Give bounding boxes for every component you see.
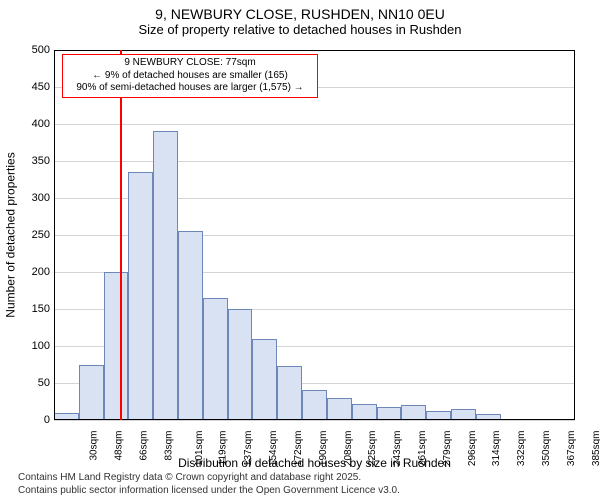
- histogram-bar: [352, 404, 377, 420]
- y-tick-label: 250: [22, 229, 50, 241]
- title-line-2: Size of property relative to detached ho…: [0, 22, 600, 37]
- y-tick-label: 0: [22, 414, 50, 426]
- histogram-bar: [203, 298, 228, 420]
- y-axis-label-text: Number of detached properties: [4, 152, 18, 317]
- grid-line: [54, 420, 575, 421]
- grid-line: [54, 124, 575, 125]
- plot-area: [54, 50, 575, 420]
- callout-line-2: ← 9% of detached houses are smaller (165…: [69, 70, 311, 83]
- histogram-bar: [79, 365, 104, 421]
- histogram-bar: [426, 411, 451, 420]
- histogram-bar: [128, 172, 153, 420]
- footer-line-1: Contains HM Land Registry data © Crown c…: [18, 472, 400, 485]
- y-tick-label: 450: [22, 81, 50, 93]
- y-tick-label: 300: [22, 192, 50, 204]
- histogram-bar: [476, 414, 501, 420]
- footer-line-2: Contains public sector information licen…: [18, 485, 400, 498]
- y-tick-label: 500: [22, 44, 50, 56]
- grid-line: [54, 50, 575, 51]
- callout-line-1: 9 NEWBURY CLOSE: 77sqm: [69, 57, 311, 70]
- histogram-bar: [302, 390, 327, 420]
- histogram-bar: [178, 231, 203, 420]
- histogram-bar: [451, 409, 476, 420]
- y-tick-label: 350: [22, 155, 50, 167]
- histogram-bar: [153, 131, 178, 420]
- y-tick-label: 400: [22, 118, 50, 130]
- chart-title-block: 9, NEWBURY CLOSE, RUSHDEN, NN10 0EU Size…: [0, 0, 600, 37]
- footer-attribution: Contains HM Land Registry data © Crown c…: [18, 472, 400, 497]
- chart-container: 9, NEWBURY CLOSE, RUSHDEN, NN10 0EU Size…: [0, 0, 600, 500]
- x-tick-label: 385sqm: [591, 431, 600, 467]
- callout-line-3: 90% of semi-detached houses are larger (…: [69, 82, 311, 95]
- title-line-1: 9, NEWBURY CLOSE, RUSHDEN, NN10 0EU: [0, 6, 600, 22]
- y-tick-label: 100: [22, 340, 50, 352]
- histogram-bar: [54, 413, 79, 420]
- histogram-bar: [327, 398, 352, 420]
- y-tick-label: 150: [22, 303, 50, 315]
- y-tick-label: 50: [22, 377, 50, 389]
- histogram-bar: [277, 366, 302, 420]
- y-tick-label: 200: [22, 266, 50, 278]
- histogram-bar: [104, 272, 129, 420]
- y-axis-label: Number of detached properties: [4, 50, 18, 420]
- histogram-bar: [252, 339, 277, 420]
- callout-box: 9 NEWBURY CLOSE: 77sqm ← 9% of detached …: [62, 54, 318, 98]
- histogram-bar: [228, 309, 253, 420]
- x-axis-label: Distribution of detached houses by size …: [54, 456, 575, 470]
- grid-line: [54, 161, 575, 162]
- histogram-bar: [377, 407, 402, 420]
- histogram-bar: [401, 405, 426, 420]
- reference-line: [120, 50, 122, 420]
